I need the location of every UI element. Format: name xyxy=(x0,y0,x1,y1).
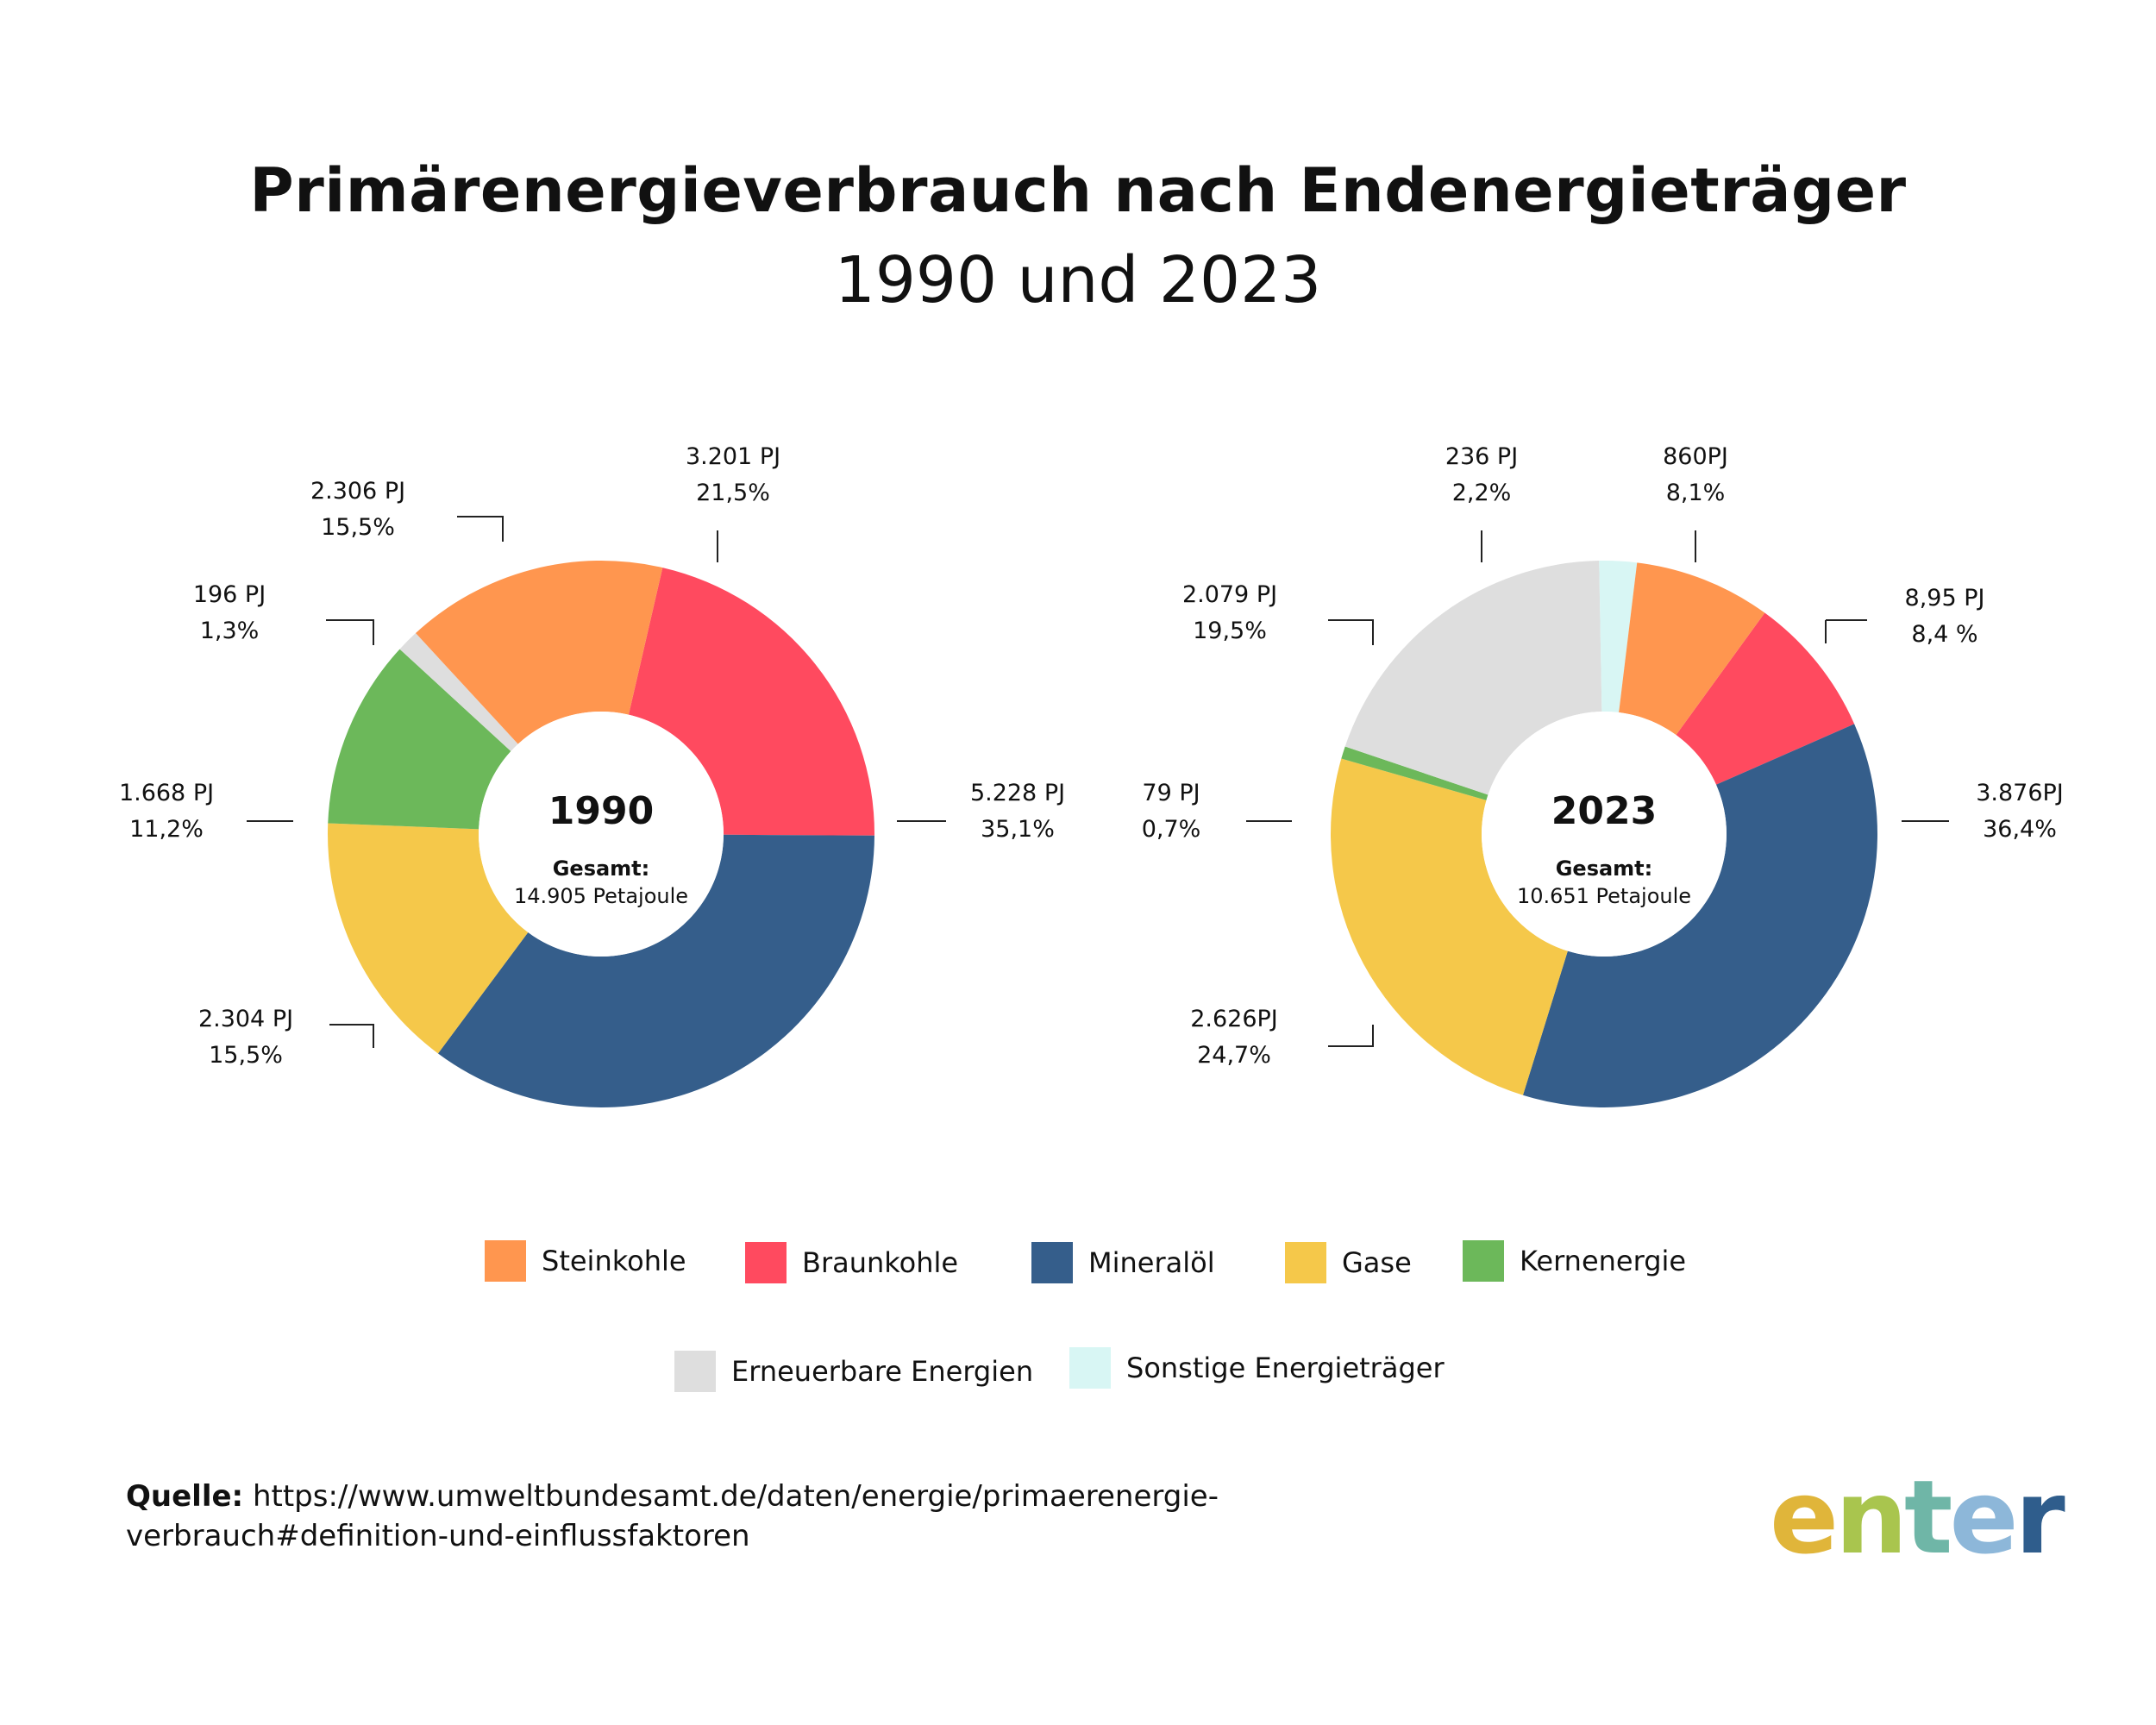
legend-swatch xyxy=(1463,1240,1504,1282)
legend-label: Sonstige Energieträger xyxy=(1126,1352,1445,1384)
data-label-pj: 860PJ xyxy=(1663,443,1728,470)
legend-swatch xyxy=(485,1240,526,1282)
enter-logo: enter xyxy=(1770,1458,2065,1577)
leader-line xyxy=(1328,1025,1374,1047)
center-year: 2023 xyxy=(1551,789,1657,833)
data-label-pj: 2.306 PJ xyxy=(310,478,405,505)
donut-slice-gase xyxy=(1331,758,1568,1095)
donut-slice-braunkohle xyxy=(1676,612,1855,785)
legend-swatch xyxy=(745,1242,787,1283)
data-label-percent: 1,3% xyxy=(200,618,260,644)
legend-item-sonstige: Sonstige Energieträger xyxy=(1069,1347,1445,1389)
legend-swatch xyxy=(1031,1242,1073,1283)
donut-slice-erneuerbare-energien xyxy=(399,633,518,751)
leader-line xyxy=(326,619,374,645)
center-total-label: Gesamt: xyxy=(1556,856,1653,881)
chart-title: Primärenergieverbrauch nach Endenergietr… xyxy=(249,155,1907,226)
donut-chart-1990: 3.201 PJ 21,5% 5.228 PJ 35,1% 2.304 PJ 15,5% 1… xyxy=(119,443,1065,1108)
data-label-pj: 196 PJ xyxy=(193,581,266,608)
data-label-pj: 2.626PJ xyxy=(1190,1006,1278,1032)
leader-line xyxy=(457,516,504,542)
center-total-label: Gesamt: xyxy=(553,856,650,881)
data-label-pj: 236 PJ xyxy=(1445,443,1518,470)
center-total-value: 10.651 Petajoule xyxy=(1517,884,1691,908)
legend-label: Mineralöl xyxy=(1088,1246,1215,1279)
legend-item-gase: Gase xyxy=(1285,1242,1412,1283)
legend-swatch xyxy=(674,1351,716,1392)
data-label-pj: 1.668 PJ xyxy=(119,780,214,806)
legend-item-erneuerbare: Erneuerbare Energien xyxy=(674,1351,1033,1392)
donut-chart-2023: 8,95 PJ 8,4 % 3.876PJ 36,4% 2.626PJ 24,7% 79 P… xyxy=(1142,443,2064,1107)
data-label-percent: 24,7% xyxy=(1197,1042,1271,1069)
data-label-percent: 35,1% xyxy=(981,816,1055,843)
logo-letter: t xyxy=(1904,1458,1952,1577)
legend-label: Kernenergie xyxy=(1520,1245,1687,1277)
data-label-pj: 79 PJ xyxy=(1142,780,1200,806)
source-label: Quelle: xyxy=(126,1479,244,1514)
leader-line xyxy=(329,1024,374,1048)
donut-slice-steinkohle xyxy=(1619,562,1765,736)
data-label-percent: 19,5% xyxy=(1193,618,1267,644)
donut-slice-erneuerbare-energien xyxy=(1344,561,1602,795)
donut-slice-gase xyxy=(328,823,529,1054)
donut-slice-mineralöl xyxy=(1522,724,1878,1107)
legend-item-braunkohle: Braunkohle xyxy=(745,1242,958,1283)
donut-slice-mineralöl xyxy=(437,834,874,1108)
source-note: Quelle: https://www.umweltbundesamt.de/d… xyxy=(126,1477,1333,1556)
data-label-percent: 8,4 % xyxy=(1911,621,1977,648)
legend-label: Braunkohle xyxy=(802,1246,959,1279)
data-label-pj: 2.079 PJ xyxy=(1182,581,1277,608)
data-label-pj: 5.228 PJ xyxy=(970,780,1065,806)
center-year: 1990 xyxy=(548,789,654,833)
data-label-pj: 2.304 PJ xyxy=(198,1006,293,1032)
logo-letter: e xyxy=(1949,1458,2018,1577)
logo-letter: n xyxy=(1835,1458,1908,1577)
data-label-percent: 8,1% xyxy=(1666,480,1726,506)
logo-letter: e xyxy=(1770,1458,1839,1577)
data-label-percent: 21,5% xyxy=(696,480,770,506)
data-label-pj: 3.876PJ xyxy=(1976,780,2064,806)
center-total-value: 14.905 Petajoule xyxy=(514,884,688,908)
legend-swatch xyxy=(1285,1242,1326,1283)
data-label-percent: 36,4% xyxy=(1983,816,2057,843)
source-url[interactable]: https://www.umweltbundesamt.de/daten/ene… xyxy=(126,1479,1219,1553)
donut-slice-steinkohle xyxy=(416,561,663,744)
data-label-percent: 15,5% xyxy=(209,1042,283,1069)
data-label-pj: 3.201 PJ xyxy=(686,443,780,470)
legend-item-mineraloel: Mineralöl xyxy=(1031,1242,1215,1283)
donut-slice-sonstige-energieträger xyxy=(1599,561,1638,713)
legend-item-steinkohle: Steinkohle xyxy=(485,1240,686,1282)
donut-hole xyxy=(1482,712,1727,957)
logo-letter: r xyxy=(2015,1458,2065,1577)
donut-slice-kernenergie xyxy=(1341,746,1489,800)
data-label-percent: 2,2% xyxy=(1452,480,1512,506)
legend-label: Gase xyxy=(1342,1246,1412,1279)
data-label-percent: 15,5% xyxy=(321,514,395,541)
chart-subtitle: 1990 und 2023 xyxy=(834,243,1322,317)
data-label-percent: 11,2% xyxy=(129,816,204,843)
legend-item-kernenergie: Kernenergie xyxy=(1463,1240,1686,1282)
leader-line xyxy=(1328,619,1374,645)
legend-swatch xyxy=(1069,1347,1111,1389)
legend-label: Steinkohle xyxy=(542,1245,686,1277)
donut-slice-braunkohle xyxy=(628,568,875,836)
data-label-pj: 8,95 PJ xyxy=(1905,585,1985,612)
data-label-percent: 0,7% xyxy=(1142,816,1201,843)
donut-hole xyxy=(479,712,724,957)
donut-slice-kernenergie xyxy=(328,649,511,830)
legend-label: Erneuerbare Energien xyxy=(731,1355,1034,1388)
